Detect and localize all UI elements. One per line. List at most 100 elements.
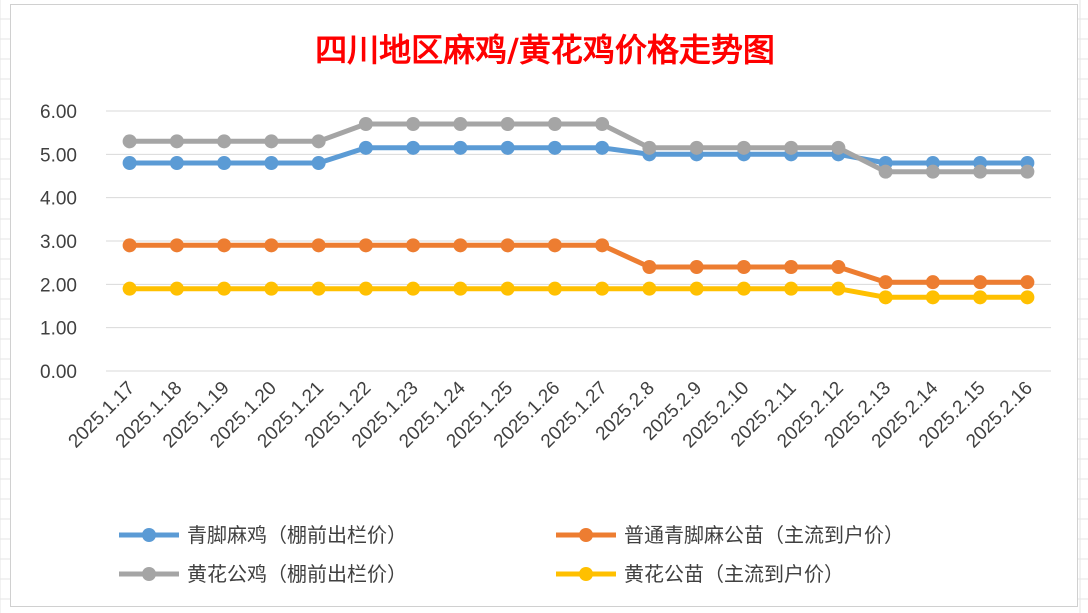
- data-point[interactable]: [973, 164, 988, 179]
- data-point[interactable]: [1020, 164, 1035, 179]
- data-point[interactable]: [973, 275, 988, 290]
- data-point[interactable]: [358, 281, 373, 296]
- data-point[interactable]: [595, 281, 610, 296]
- series-1: [122, 238, 1035, 290]
- data-point[interactable]: [169, 156, 184, 170]
- data-point[interactable]: [122, 281, 137, 296]
- y-tick-label: 5.00: [40, 145, 77, 166]
- data-point[interactable]: [358, 238, 373, 253]
- chart-area[interactable]: 四川地区麻鸡/黄花鸡价格走势图 0.00 1.00 2.00 3.00 4.00 5.00…: [10, 4, 1078, 607]
- data-point[interactable]: [217, 134, 232, 149]
- data-point[interactable]: [169, 238, 184, 253]
- data-point[interactable]: [736, 260, 751, 274]
- data-point[interactable]: [1020, 290, 1035, 305]
- data-point[interactable]: [358, 117, 373, 131]
- data-point[interactable]: [1020, 275, 1035, 290]
- data-point[interactable]: [689, 281, 704, 296]
- data-point[interactable]: [500, 281, 515, 296]
- data-point[interactable]: [122, 238, 137, 253]
- data-point[interactable]: [547, 238, 562, 253]
- data-point[interactable]: [311, 134, 326, 149]
- x-axis-ticks: 2025.1.172025.1.182025.1.192025.1.202025…: [65, 377, 1037, 452]
- legend-swatch-marker: [142, 528, 156, 542]
- data-point[interactable]: [547, 117, 562, 131]
- data-point[interactable]: [406, 238, 421, 253]
- chart-title: 四川地区麻鸡/黄花鸡价格走势图: [315, 31, 775, 69]
- legend-item[interactable]: 黄花公鸡（棚前出栏价）: [119, 562, 407, 586]
- data-point[interactable]: [595, 140, 610, 155]
- data-point[interactable]: [500, 140, 515, 155]
- data-point[interactable]: [784, 281, 799, 296]
- y-axis-ticks: 0.00 1.00 2.00 3.00 4.00 5.00 6.00: [40, 102, 77, 383]
- legend-label: 普通青脚麻公苗（主流到户价）: [624, 523, 904, 547]
- data-point[interactable]: [689, 260, 704, 274]
- data-point[interactable]: [122, 134, 137, 149]
- series-line: [129, 242, 1028, 285]
- data-point[interactable]: [878, 275, 893, 290]
- data-point[interactable]: [642, 281, 657, 296]
- series-3: [122, 281, 1035, 305]
- data-point[interactable]: [358, 140, 373, 155]
- data-point[interactable]: [500, 117, 515, 131]
- data-point[interactable]: [264, 238, 279, 253]
- data-point[interactable]: [736, 281, 751, 296]
- data-point[interactable]: [831, 281, 846, 296]
- data-point[interactable]: [878, 164, 893, 179]
- data-point[interactable]: [784, 260, 799, 274]
- data-point[interactable]: [689, 140, 704, 155]
- y-tick-label: 3.00: [40, 232, 77, 253]
- data-point[interactable]: [595, 117, 610, 131]
- data-point[interactable]: [453, 238, 468, 253]
- data-point[interactable]: [453, 140, 468, 155]
- y-tick-label: 2.00: [40, 275, 77, 296]
- data-point[interactable]: [925, 164, 940, 179]
- data-point[interactable]: [311, 281, 326, 296]
- data-point[interactable]: [547, 281, 562, 296]
- data-point[interactable]: [406, 117, 421, 131]
- data-point[interactable]: [453, 281, 468, 296]
- data-point[interactable]: [169, 134, 184, 149]
- data-point[interactable]: [406, 140, 421, 155]
- data-point[interactable]: [217, 238, 232, 253]
- data-point[interactable]: [831, 140, 846, 155]
- series-line: [129, 121, 1028, 175]
- data-point[interactable]: [925, 290, 940, 305]
- data-point[interactable]: [311, 238, 326, 253]
- line-chart: 四川地区麻鸡/黄花鸡价格走势图 0.00 1.00 2.00 3.00 4.00 5.00…: [40, 31, 1051, 586]
- data-point[interactable]: [264, 156, 279, 170]
- legend-item[interactable]: 普通青脚麻公苗（主流到户价）: [556, 523, 904, 547]
- legend-item[interactable]: 黄花公苗（主流到户价）: [556, 562, 844, 586]
- series-2: [122, 117, 1035, 179]
- legend-label: 黄花公苗（主流到户价）: [624, 562, 844, 586]
- data-point[interactable]: [122, 156, 137, 170]
- data-point[interactable]: [169, 281, 184, 296]
- y-tick-label: 1.00: [40, 319, 77, 340]
- legend-item[interactable]: 青脚麻鸡（棚前出栏价）: [119, 523, 407, 547]
- data-point[interactable]: [831, 260, 846, 274]
- series-line: [129, 145, 1028, 166]
- data-point[interactable]: [500, 238, 515, 253]
- data-point[interactable]: [547, 140, 562, 155]
- legend-swatch-marker: [579, 528, 593, 542]
- data-point[interactable]: [925, 275, 940, 290]
- data-point[interactable]: [264, 134, 279, 149]
- data-point[interactable]: [784, 140, 799, 155]
- data-point[interactable]: [453, 117, 468, 131]
- legend[interactable]: 青脚麻鸡（棚前出栏价） 普通青脚麻公苗（主流到户价） 黄花公鸡（棚前出栏价） 黄花公苗…: [119, 523, 904, 586]
- series-0: [122, 140, 1035, 170]
- data-point[interactable]: [642, 140, 657, 155]
- data-point[interactable]: [595, 238, 610, 253]
- data-point[interactable]: [311, 156, 326, 170]
- data-point[interactable]: [973, 290, 988, 305]
- data-point[interactable]: [642, 260, 657, 274]
- legend-swatch-marker: [579, 567, 593, 581]
- data-point[interactable]: [217, 281, 232, 296]
- data-point[interactable]: [878, 290, 893, 305]
- data-point[interactable]: [217, 156, 232, 170]
- legend-label: 青脚麻鸡（棚前出栏价）: [187, 523, 407, 547]
- data-point[interactable]: [736, 140, 751, 155]
- legend-label: 黄花公鸡（棚前出栏价）: [187, 562, 407, 586]
- data-point[interactable]: [264, 281, 279, 296]
- y-tick-label: 4.00: [40, 189, 77, 210]
- data-point[interactable]: [406, 281, 421, 296]
